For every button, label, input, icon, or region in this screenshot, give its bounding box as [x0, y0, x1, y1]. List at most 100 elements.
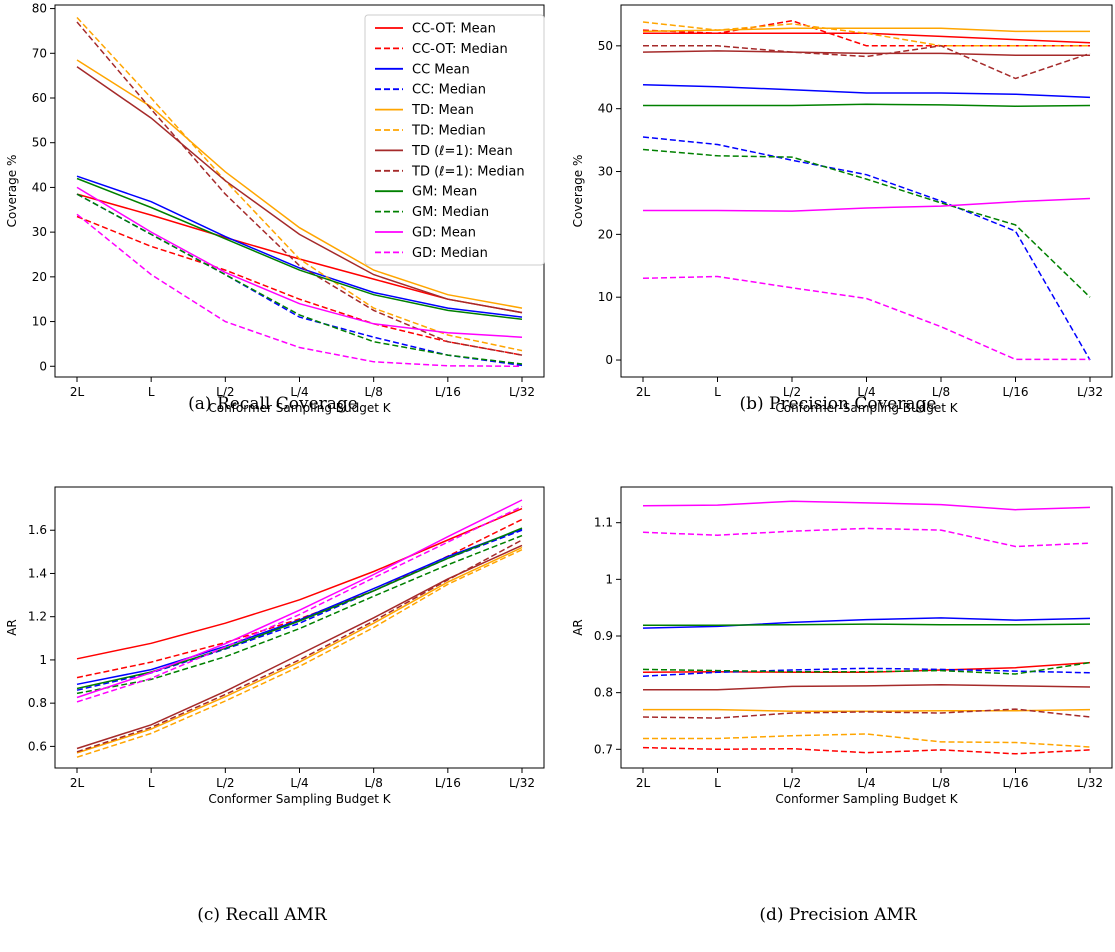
series-line-3 [76, 175, 523, 318]
y-tick-label: 80 [32, 2, 47, 16]
series-line-5 [76, 546, 523, 754]
y-tick-label: 10 [598, 290, 613, 304]
x-tick-label: L/2 [783, 776, 801, 790]
y-tick-label: 40 [32, 180, 47, 194]
x-tick-label: L [148, 385, 155, 399]
y-tick-label: 1.2 [28, 610, 47, 624]
x-tick-label: L/4 [290, 385, 308, 399]
chart-panel-2: 0 10 20 30 40 50 2L L L/2 L/4 L/8 L/16 L/32 Conformer… [571, 4, 1113, 415]
series-line-10 [76, 534, 523, 695]
legend-label: GM: Mean [412, 185, 477, 200]
x-tick-label: L/2 [216, 776, 234, 790]
y-tick-label: 40 [598, 102, 613, 116]
x-axis-label: Conformer Sampling Budget K [208, 401, 391, 415]
x-tick-label: L/16 [1003, 385, 1029, 399]
series-line-7 [643, 683, 1091, 691]
y-tick-label: 0.8 [28, 696, 47, 710]
y-tick-label: 0.6 [28, 739, 47, 753]
series-line-12 [76, 213, 523, 368]
x-tick-label: 2L [636, 776, 651, 790]
x-axis-label: Conformer Sampling Budget K [208, 792, 391, 806]
series-line-6 [643, 733, 1091, 748]
y-tick-label: 60 [32, 91, 47, 105]
y-tick-label: 1.4 [28, 566, 47, 580]
legend-label: TD (ℓ=1): Mean [411, 144, 513, 159]
x-tick-label: L/2 [216, 385, 234, 399]
legend-label: CC Mean [412, 62, 470, 77]
legend-box [364, 14, 545, 266]
x-tick-label: 2L [70, 385, 85, 399]
y-tick-label: 20 [598, 227, 613, 241]
y-tick-label: 30 [32, 225, 47, 239]
series-line-8 [76, 539, 523, 753]
x-tick-label: 2L [70, 776, 85, 790]
y-tick-label: 50 [598, 39, 613, 53]
x-tick-label: L [714, 776, 721, 790]
series-line-9 [643, 103, 1091, 107]
series-line-9 [643, 623, 1091, 626]
series-line-11 [76, 499, 523, 699]
y-tick-label: 50 [32, 136, 47, 150]
y-axis-label: Coverage % [5, 155, 19, 228]
x-tick-label: L/2 [783, 385, 801, 399]
x-tick-label: L/32 [1077, 776, 1103, 790]
series-line-8 [643, 45, 1091, 80]
series-line-2 [642, 746, 1091, 755]
series-line-12 [642, 275, 1090, 361]
series-line-1 [76, 507, 523, 660]
series-line-4 [642, 136, 1091, 361]
y-tick-label: 70 [32, 46, 47, 60]
x-tick-label: L [148, 776, 155, 790]
series-line-10 [76, 193, 523, 365]
y-tick-label: 1 [605, 572, 613, 586]
x-tick-label: L/4 [290, 776, 308, 790]
legend-label: GM: Median [412, 205, 489, 220]
x-tick-label: L/8 [932, 385, 950, 399]
series-line-7 [76, 544, 523, 750]
x-tick-label: L/16 [1003, 776, 1029, 790]
y-tick-label: 1.1 [594, 516, 613, 530]
series-line-9 [76, 177, 523, 321]
chart-panel-4: 0.7 0.8 0.9 1 1.1 2L L L/2 L/4 L/8 L/16 L/32 Conform… [571, 486, 1113, 925]
series-line-5 [643, 708, 1091, 713]
x-tick-label: L/8 [364, 776, 382, 790]
y-axis-label: AR [571, 619, 585, 636]
chart-panel-3: 0.6 0.8 1 1.2 1.4 1.6 2L L L/2 L/4 L/8 L/16 L/32 Conf… [5, 486, 545, 925]
chart-panel-1: 0 10 20 30 40 50 60 70 80 2L L L/2 L/4 L/8 L/16 L/32 Con… [5, 2, 545, 415]
x-tick-label: L/8 [364, 385, 382, 399]
x-tick-label: L [714, 385, 721, 399]
y-tick-label: 1 [39, 653, 47, 667]
y-tick-label: 1.6 [28, 523, 47, 537]
axes-frame [54, 486, 545, 769]
x-tick-label: L/32 [509, 776, 535, 790]
legend-label: GD: Median [412, 246, 488, 261]
y-tick-label: 0 [39, 359, 47, 373]
x-tick-label: L/16 [435, 385, 461, 399]
series-line-10 [642, 148, 1091, 298]
series-line-10 [642, 661, 1091, 675]
x-tick-label: L/32 [509, 385, 535, 399]
series-line-5 [76, 59, 523, 309]
series-line-12 [76, 505, 523, 703]
legend-label: CC-OT: Mean [412, 22, 496, 37]
y-tick-label: 10 [32, 315, 47, 329]
y-axis-label: AR [5, 619, 19, 636]
x-axis-label: Conformer Sampling Budget K [775, 401, 958, 415]
series-line-8 [642, 708, 1091, 719]
series-line-8 [76, 21, 523, 356]
series-line-6 [76, 16, 523, 352]
y-tick-label: 0.9 [594, 629, 613, 643]
panel-caption: (d) Precision AMR [759, 905, 918, 925]
panel-caption: (a) Recall Coverage [188, 394, 358, 414]
legend-label: CC: Median [412, 83, 486, 98]
panel-caption: (c) Recall AMR [197, 905, 328, 925]
y-tick-label: 0 [605, 353, 613, 367]
legend-label: TD: Median [411, 124, 486, 139]
series-line-7 [642, 50, 1090, 57]
y-tick-label: 0.7 [594, 742, 613, 756]
series-line-11 [76, 186, 523, 338]
x-axis-label: Conformer Sampling Budget K [775, 792, 958, 806]
legend-label: CC-OT: Median [412, 42, 508, 57]
series-line-11 [643, 197, 1091, 212]
